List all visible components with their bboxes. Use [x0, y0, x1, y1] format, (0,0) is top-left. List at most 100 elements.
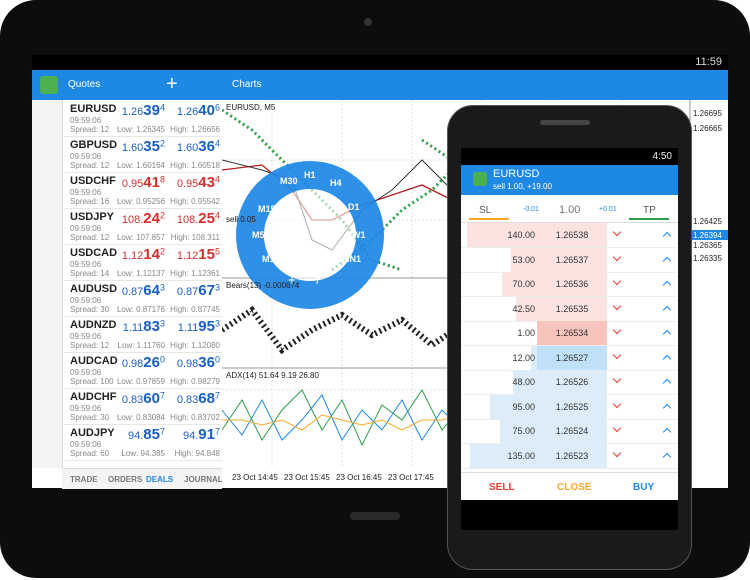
bid-prefix: 1.11	[122, 322, 144, 334]
quote-spread: Spread: 12	[70, 341, 110, 350]
bid-prefix: 1.12	[121, 250, 144, 262]
tab[interactable]: JOURNAL	[184, 475, 223, 484]
quote-time: 09:59:06	[70, 116, 102, 125]
timeframe[interactable]: MN1	[342, 254, 361, 264]
price: 1.26538	[555, 230, 589, 240]
bid-pips: 85	[143, 426, 160, 443]
timeframe[interactable]: M15	[258, 204, 276, 214]
quote-bid: 1.12142	[122, 246, 165, 263]
quotes-list: EURUSD 09:59:06 Spread: 12 1.26394 1.26406 Lo…	[62, 100, 223, 468]
price: 1.26537	[555, 254, 589, 265]
add-button[interactable]: +	[166, 73, 178, 95]
buy-chevron	[662, 256, 672, 265]
side-nav	[32, 100, 63, 468]
quote-ask: 94.917	[183, 426, 220, 443]
adx-line	[222, 389, 463, 447]
quote-spread: Spread: 12	[70, 161, 110, 170]
buy-chevron	[662, 452, 672, 461]
tab[interactable]: TRADE	[70, 475, 98, 484]
quote-row[interactable]: USDCHF 09:59:06 Spread: 16 0.95418 0.95434 Lo…	[62, 172, 222, 209]
quote-ask: 1.12155	[177, 246, 220, 263]
volume-value[interactable]: 1.00	[559, 204, 581, 216]
quote-row[interactable]: USDCAD 09:59:06 Spread: 14 1.12142 1.12155 Lo…	[62, 244, 222, 281]
volume: 12.00	[512, 352, 535, 363]
phone-app-bar	[461, 165, 678, 195]
quote-row[interactable]: AUDUSD 09:59:06 Spread: 30 0.87643 0.87673 Lo…	[62, 280, 222, 317]
sell-button[interactable]: SELL	[489, 482, 515, 493]
buy-button[interactable]: BUY	[633, 482, 655, 493]
quote-row[interactable]: EURUSD 09:59:06 Spread: 12 1.26394 1.26406 Lo…	[62, 100, 222, 137]
ask-pips: 36	[198, 138, 215, 155]
volume-bar	[515, 296, 537, 321]
dom-row: 75.00 1.26524	[461, 419, 678, 444]
position-info: sell 1.00, +19.00	[493, 182, 552, 191]
quote-row[interactable]: AUDJPY 09:59:06 Spread: 60 94.857 94.917 Low:…	[62, 424, 222, 461]
x-label: 23 Oct 14:45	[232, 473, 278, 482]
buy-chevron	[662, 378, 672, 388]
timeframe[interactable]: M1	[262, 254, 275, 264]
quote-row[interactable]: AUDCHF 09:59:06 Spread: 30 0.83607 0.83687 Lo…	[62, 388, 222, 425]
sl-label[interactable]: SL	[479, 205, 492, 216]
ask-pips: 43	[198, 174, 215, 191]
volume: 75.00	[512, 426, 535, 436]
volume-bar	[467, 223, 537, 247]
symbol-icon	[473, 172, 487, 186]
volume-minus[interactable]: -0.01	[523, 206, 539, 213]
buy-chevron	[662, 403, 672, 412]
quote-ask: 1.60364	[177, 138, 220, 155]
quote-low: Low: 0.83084	[116, 413, 165, 422]
sell-chevron	[612, 325, 622, 335]
quote-low: Low: 1.12137	[116, 269, 165, 278]
ask-point: 7	[214, 390, 220, 401]
price-label: 1.26335	[693, 254, 722, 263]
phone-status-time: 4:50	[652, 151, 672, 162]
close-button[interactable]: CLOSE	[557, 482, 592, 493]
sell-chevron	[612, 399, 622, 408]
quote-row[interactable]: AUDNZD 09:59:06 Spread: 12 1.11833 1.11953 Lo…	[62, 316, 222, 353]
sell-chevron	[612, 350, 622, 359]
buy-chevron	[662, 427, 672, 437]
quote-symbol: USDCAD	[70, 247, 118, 259]
chart-title: EURUSD, M5	[226, 103, 276, 112]
bid-point: 2	[159, 210, 165, 221]
sell-chevron	[612, 252, 622, 261]
ask-pips: 91	[198, 426, 215, 443]
timeframe[interactable]: M30	[280, 176, 298, 186]
quote-low: Low: 1.26345	[116, 125, 165, 134]
ask-prefix: 1.11	[177, 322, 199, 334]
timeframe-wheel[interactable]	[236, 161, 384, 309]
timeframe[interactable]: D1	[348, 202, 360, 212]
bid-prefix: 0.98	[121, 358, 144, 370]
tab[interactable]: DEALS	[146, 475, 174, 484]
x-label: 23 Oct 17:45	[388, 473, 434, 482]
dom-row: 140.00 1.26538	[461, 223, 678, 248]
status-time: 11:59	[695, 56, 722, 68]
price-cell	[537, 321, 607, 345]
quote-high: High: 0.83702	[170, 413, 220, 422]
tab-bar: TRADE ORDERS DEALS JOURNAL	[62, 468, 223, 489]
ask-pips: 68	[198, 390, 215, 407]
volume-bar	[536, 321, 537, 345]
volume-plus[interactable]: +0.01	[599, 206, 617, 213]
price-cell	[537, 394, 607, 419]
indicator-label: ADX(14) 51.64 9.19 26.80	[226, 371, 320, 380]
timeframe[interactable]: H4	[330, 178, 342, 188]
ask-point: 3	[214, 318, 220, 329]
timeframe[interactable]: W1	[352, 230, 366, 240]
ask-pips: 15	[198, 246, 215, 263]
order-label: sell 0.05	[226, 215, 256, 224]
price-cell	[537, 345, 607, 370]
tp-label[interactable]: TP	[643, 205, 656, 216]
quote-spread: Spread: 12	[70, 233, 110, 242]
timeframe[interactable]: H1	[304, 170, 316, 180]
quote-high: High: 1.12361	[170, 269, 220, 278]
quote-row[interactable]: USDJPY 09:59:06 Spread: 12 108.242 108.254 Lo…	[62, 208, 222, 245]
dom-row: 48.00 1.26526	[461, 370, 678, 395]
quote-row[interactable]: GBPUSD 09:59:06 Spread: 12 1.60352 1.60364 Lo…	[62, 136, 222, 173]
quote-bid: 0.83607	[122, 390, 165, 407]
tab[interactable]: ORDERS	[108, 475, 143, 484]
price: 1.26527	[555, 352, 589, 363]
quote-row[interactable]: AUDCAD 09:59:06 Spread: 100 0.98260 0.98360 L…	[62, 352, 222, 389]
dom-row: 42.50 1.26535	[461, 296, 678, 322]
timeframe[interactable]: M5	[252, 230, 265, 240]
